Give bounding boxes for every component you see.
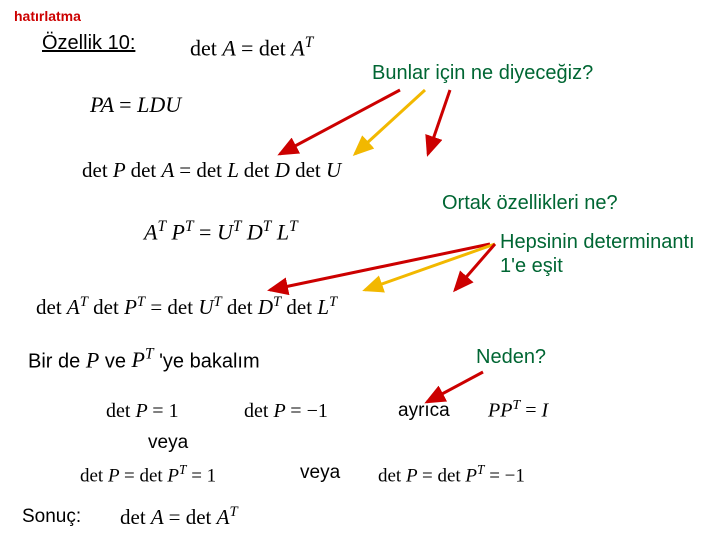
eq5-s5: T — [329, 294, 337, 310]
veya1: veya — [148, 432, 188, 454]
eq7-s: T — [512, 398, 520, 413]
eq5-s3: T — [213, 294, 221, 310]
eq4-s4: T — [263, 218, 272, 235]
eq5-s1: T — [80, 294, 88, 310]
eq1-det1: det — [190, 35, 222, 60]
eq4-s2: T — [185, 218, 194, 235]
question1: Bunlar için ne diyeceğiz? — [372, 62, 593, 85]
txt-P: P — [86, 347, 99, 372]
eq4-s1: T — [157, 218, 166, 235]
eq8-right: det P = det PT = −1 — [378, 462, 525, 487]
eq9: det A = det AT — [120, 504, 238, 530]
eq9-s: T — [229, 504, 237, 520]
eq1: det A = det AT — [190, 34, 313, 61]
eq6-right: det P = −1 — [244, 400, 328, 423]
page-header: hatırlatma — [14, 8, 81, 24]
eq4-s3: T — [233, 218, 242, 235]
txt-ye: 'ye bakalım — [154, 350, 260, 372]
eq5-s4: T — [273, 294, 281, 310]
subtitle: Özellik 10: — [42, 32, 135, 55]
eq2: PA = LDU — [90, 92, 181, 118]
eq8r-s: T — [477, 462, 484, 477]
txt-ve: ve — [99, 350, 131, 372]
eq8-left: det P = det PT = 1 — [80, 462, 216, 487]
question3: Neden? — [476, 346, 546, 369]
eq3: det P det A = det L det D det U — [82, 158, 341, 183]
sonuc-label: Sonuç: — [22, 506, 81, 528]
arrow-q1-U — [410, 88, 490, 164]
eq8l-s: T — [179, 462, 186, 477]
line-birde: Bir de P ve PT 'ye bakalım — [28, 346, 260, 373]
eq4-s5: T — [289, 218, 298, 235]
answer1: Hepsinin determinantı 1'e eşit — [500, 230, 700, 278]
arrow-a1-L — [440, 240, 530, 300]
eq6-left: det P = 1 — [106, 400, 179, 423]
veya2: veya — [300, 462, 340, 484]
question2: Ortak özellikleri ne? — [442, 192, 618, 215]
txt-PT: PT — [132, 347, 154, 372]
eq7: PPT = I — [488, 398, 548, 423]
eq1-sup: T — [305, 34, 314, 51]
eq5: det AT det PT = det UT det DT det LT — [36, 294, 337, 320]
txt-bir: Bir de — [28, 350, 86, 372]
eq5-s2: T — [137, 294, 145, 310]
ayrica: ayrıca — [398, 400, 450, 422]
